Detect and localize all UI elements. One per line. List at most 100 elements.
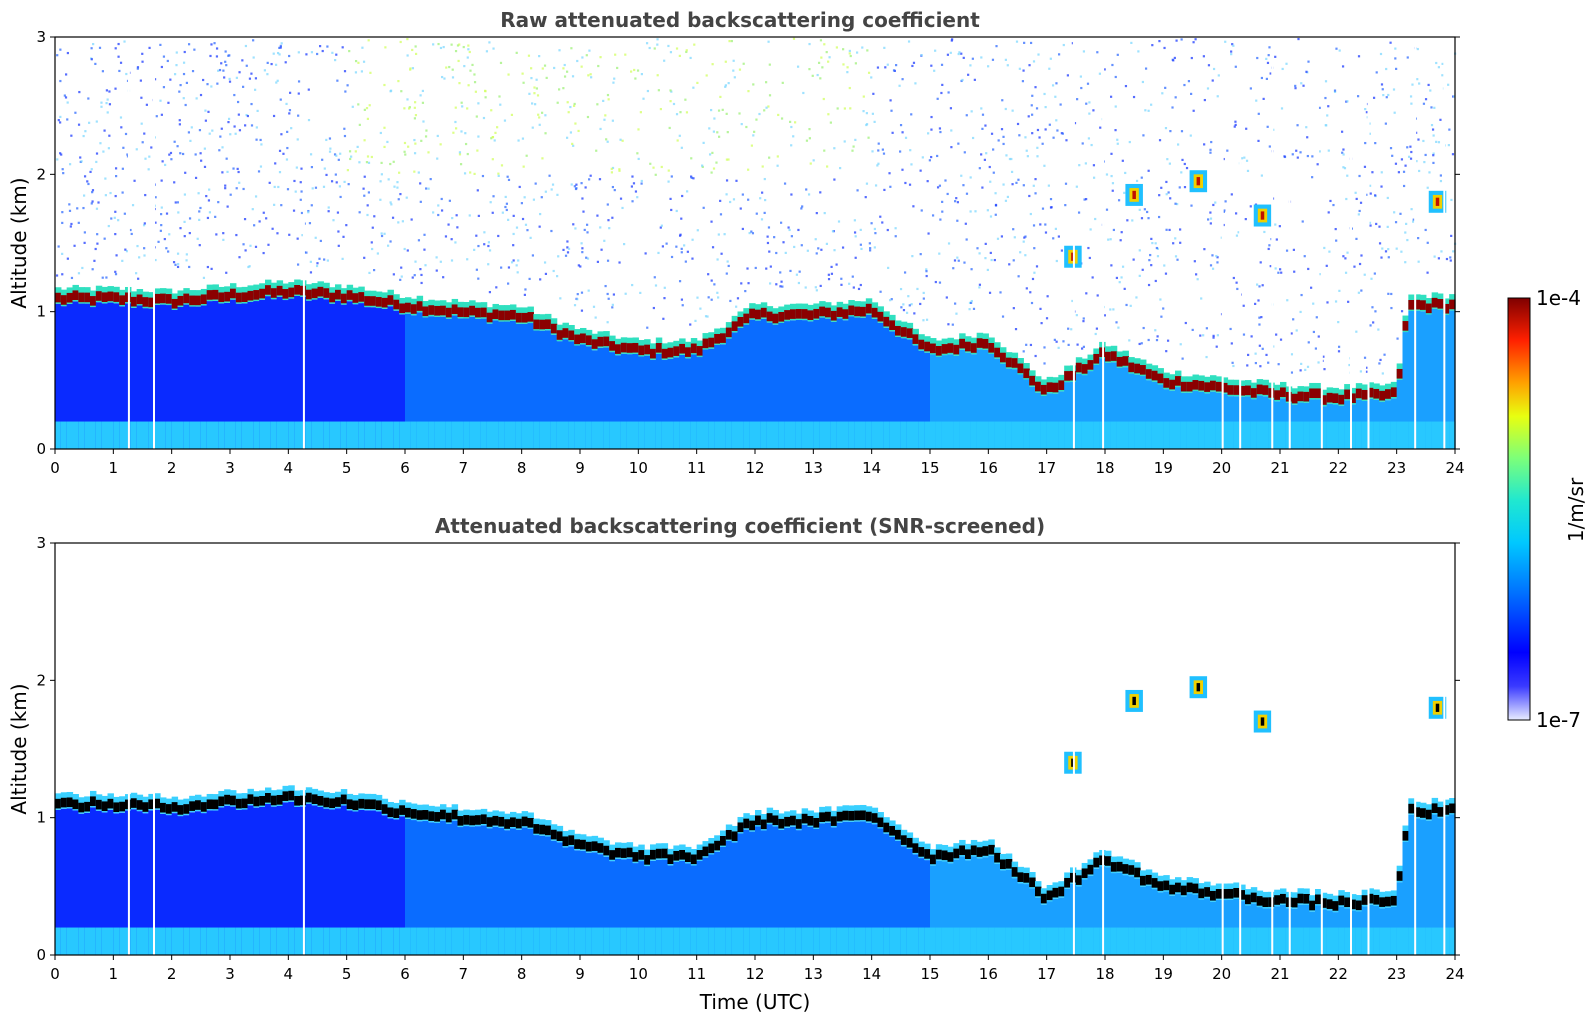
noise-pixel (1215, 345, 1218, 348)
aerosol-strip (440, 316, 447, 449)
noise-pixel (1064, 204, 1067, 207)
noise-pixel (1055, 82, 1058, 85)
noise-pixel (103, 129, 106, 132)
noise-pixel (1396, 337, 1399, 340)
noise-pixel (258, 220, 261, 223)
noise-pixel (1322, 355, 1325, 358)
noise-pixel (607, 297, 610, 300)
noise-pixel (768, 63, 771, 66)
noise-pixel (636, 69, 640, 72)
noise-pixel (910, 163, 913, 166)
aerosol-strip (1035, 392, 1042, 449)
noise-pixel (90, 47, 93, 50)
noise-pixel (969, 64, 972, 67)
aerosol-strip (265, 803, 272, 955)
layer-top (889, 320, 896, 330)
aerosol-strip (685, 863, 692, 955)
surface-strip (1420, 421, 1427, 449)
noise-pixel (676, 139, 679, 142)
noise-pixel (523, 293, 526, 296)
aerosol-strip (574, 345, 581, 449)
noise-pixel (1070, 328, 1073, 331)
aerosol-strip (545, 836, 552, 955)
noise-pixel (768, 94, 772, 97)
noise-pixel (1119, 239, 1122, 242)
noise-pixel (371, 226, 374, 229)
noise-pixel (680, 217, 683, 220)
noise-pixel (57, 119, 60, 122)
noise-pixel (1123, 287, 1126, 290)
noise-pixel (545, 76, 548, 80)
layer-top (900, 835, 908, 845)
noise-pixel (768, 156, 771, 159)
noise-pixel (980, 107, 983, 110)
layer-top (1227, 385, 1234, 395)
aerosol-strip (760, 318, 768, 449)
noise-pixel (588, 49, 591, 52)
x-tick-label: 11 (687, 459, 706, 477)
noise-pixel (725, 193, 728, 196)
layer-top (1157, 881, 1164, 891)
surface-strip (842, 421, 849, 449)
surface-strip (1093, 927, 1100, 955)
noise-pixel (228, 54, 231, 57)
noise-pixel (533, 86, 536, 89)
noise-pixel (944, 179, 947, 182)
noise-pixel (1088, 101, 1091, 104)
surface-strip (1140, 927, 1147, 955)
layer-top (1005, 858, 1013, 869)
noise-pixel (1363, 356, 1367, 359)
surface-strip (475, 421, 482, 449)
noise-pixel (70, 134, 73, 137)
surface-strip (1431, 927, 1439, 955)
aerosol-strip (737, 327, 744, 449)
layer-top (451, 304, 459, 315)
surface-strip (230, 421, 237, 449)
noise-pixel (1018, 134, 1021, 137)
layer-top (626, 847, 634, 858)
surface-strip (276, 927, 284, 955)
layer-top (346, 799, 354, 810)
surface-strip (387, 927, 394, 955)
surface-strip (1046, 421, 1054, 449)
layer-top (533, 319, 540, 330)
noise-pixel (1209, 217, 1213, 220)
surface-strip (1332, 927, 1339, 955)
noise-pixel (541, 157, 544, 160)
y-tick-label: 1 (36, 809, 46, 827)
noise-pixel (776, 164, 779, 167)
noise-pixel (437, 213, 440, 217)
noise-pixel (1372, 96, 1376, 99)
surface-strip (101, 421, 109, 449)
noise-pixel (1117, 326, 1120, 329)
layer-top (749, 308, 756, 319)
noise-pixel (634, 190, 638, 193)
noise-pixel (1044, 231, 1048, 234)
noise-pixel (725, 179, 729, 182)
noise-pixel (525, 154, 528, 157)
aerosol-strip (603, 856, 610, 955)
surface-strip (702, 421, 709, 449)
noise-pixel (477, 277, 480, 280)
surface-strip (445, 421, 453, 449)
layer-top (1355, 388, 1363, 399)
aerosol-strip (317, 297, 324, 449)
layer-top (947, 852, 954, 862)
layer-top (1332, 901, 1339, 911)
noise-pixel (1226, 149, 1229, 152)
noise-pixel (1342, 166, 1345, 169)
aerosol-strip (1396, 882, 1404, 955)
surface-strip (685, 421, 692, 449)
aerosol-strip (772, 324, 779, 449)
noise-pixel (126, 153, 129, 156)
noise-pixel (604, 284, 607, 288)
noise-pixel (439, 260, 442, 263)
noise-pixel (1279, 338, 1283, 341)
layer-top (253, 796, 260, 807)
noise-pixel (1169, 129, 1172, 133)
noise-pixel (1029, 291, 1032, 294)
aerosol-strip (1110, 873, 1118, 955)
noise-pixel (607, 98, 610, 101)
noise-pixel (1096, 294, 1099, 297)
surface-strip (708, 927, 715, 955)
